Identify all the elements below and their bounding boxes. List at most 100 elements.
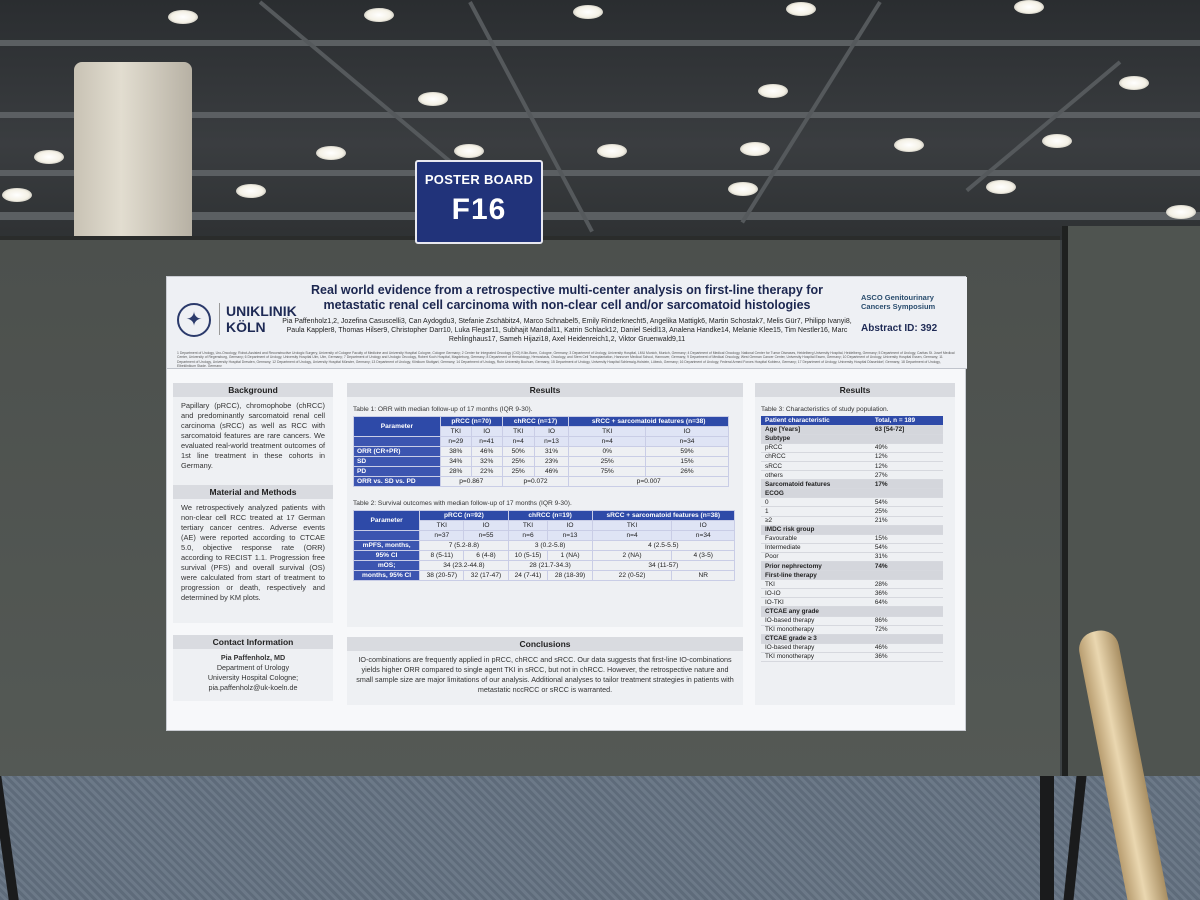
table2-cell: 4 (3-5) [671, 550, 735, 561]
table3-label: TKI monotherapy [761, 652, 871, 663]
logo-line1: UNIKLINIK [226, 303, 297, 319]
table1-cell: 38% [439, 446, 472, 457]
table3-value: 15% [870, 534, 943, 544]
table1-header: sRCC + sarcomatoid features (n=38) [568, 416, 729, 427]
table3-row: Favourable 15% [761, 534, 943, 544]
table3-label: ≥2 [761, 516, 871, 526]
conclusions-text: IO-combinations are frequently applied i… [356, 655, 734, 694]
table2-pfs-all: 3 (0.2-5.8) [507, 540, 593, 551]
table3-value: 28% [870, 579, 943, 590]
contact-name: Pia Paffenholz, MD [220, 653, 286, 662]
table2-os-all: 28 (21.7-34.3) [507, 560, 593, 571]
table1-sub: IO [645, 426, 729, 437]
affiliations: 1 Department of Urology, Uro-Oncology, R… [177, 351, 955, 367]
table1-cell: 15% [645, 456, 729, 467]
table1-header: pRCC (n=70) [439, 416, 503, 427]
table3-row: TKI monotherapy 72% [761, 625, 943, 635]
table3-row: IMDC risk group [761, 525, 943, 535]
table2-pfs-label: 95% CI [352, 550, 421, 561]
poster-board-sign: POSTER BOARD F16 [415, 160, 543, 244]
table3-value: 72% [870, 625, 943, 635]
asco-line1: ASCO Genitourinary [861, 293, 934, 302]
table1-cell: 28% [439, 466, 472, 477]
university-seal-icon: ✦ [177, 303, 211, 337]
table3-row: First-line therapy [761, 570, 943, 581]
ceiling-beam [0, 212, 1200, 220]
poster: ✦ UNIKLINIK KÖLN Real world evidence fro… [166, 276, 967, 731]
table2-pfs-all: 4 (2.5-5.5) [591, 540, 736, 551]
table3-label: Sarcomatoid features [761, 479, 871, 490]
table1-cell: 32% [470, 456, 503, 467]
table3-label: Age [Years] [761, 425, 871, 435]
carpet [0, 776, 1200, 900]
table3-row: Intermediate 54% [761, 543, 943, 553]
table2-cell: 1 (NA) [547, 550, 593, 561]
poster-title: Real world evidence from a retrospective… [311, 283, 823, 312]
table3-label: chRCC [761, 452, 871, 462]
table1-n: n=4 [568, 436, 647, 447]
table1-n: n=4 [501, 436, 535, 447]
table1-p-label: ORR vs. SD vs. PD [353, 476, 441, 487]
table3-row: others 27% [761, 470, 943, 481]
table3-value: 36% [870, 588, 943, 599]
table2-sub: IO [671, 520, 735, 531]
table1-cell: 59% [645, 446, 729, 457]
table2-pfs-all: 7 (5.2-8.8) [419, 540, 509, 551]
table3-value: 64% [870, 597, 943, 608]
conclusions-heading: Conclusions [347, 637, 743, 651]
poster-board-side [1062, 226, 1200, 786]
ceiling-lamp [168, 10, 198, 24]
table2-cell: 24 (7-41) [507, 570, 549, 581]
table2-os-label: months, 95% CI [352, 570, 421, 581]
table2-sub: IO [463, 520, 509, 531]
table3-value: 21% [870, 516, 943, 526]
table3-row: Sarcomatoid features 17% [761, 479, 943, 490]
table3-label: First-line therapy [761, 570, 871, 581]
board-leg [1040, 776, 1054, 900]
pillar [74, 62, 192, 237]
ceiling-lamp [740, 142, 770, 156]
table3-label: pRCC [761, 443, 871, 453]
table3-caption: Table 3: Characteristics of study popula… [761, 406, 889, 413]
ceiling-lamp [597, 144, 627, 158]
table1-cell: 26% [645, 466, 729, 477]
characteristics-column: Results Table 3: Characteristics of stud… [755, 383, 955, 705]
ceiling-lamp [894, 138, 924, 152]
table2-header: pRCC (n=92) [419, 510, 509, 521]
table3-header: Total, n = 189 [870, 416, 943, 426]
poster-header: ✦ UNIKLINIK KÖLN Real world evidence fro… [167, 277, 967, 369]
table3-label: CTCAE any grade [761, 606, 871, 617]
table2: Parameter pRCC (n=92) chRCC (n=19) sRCC … [352, 510, 736, 581]
table3-value: 54% [870, 497, 943, 508]
table3-label: 0 [761, 497, 871, 508]
ceiling-lamp [1166, 205, 1196, 219]
table3-value: 36% [870, 652, 943, 663]
sign-code: F16 [451, 193, 507, 226]
table3-row: Poor 31% [761, 552, 943, 563]
contact-dept: Department of Urology [216, 663, 290, 672]
table3-label: IMDC risk group [761, 525, 871, 535]
table3-row: 0 54% [761, 497, 943, 508]
table3-row: Prior nephrectomy 74% [761, 561, 943, 572]
table3-label: IO-IO [761, 588, 871, 599]
methods-heading: Material and Methods [173, 485, 333, 499]
table3-label: Intermediate [761, 543, 871, 553]
table1-sub: TKI [439, 426, 472, 437]
table1-n: n=34 [645, 436, 729, 447]
ceiling-beam [0, 170, 1200, 176]
table2-n: n=13 [547, 530, 593, 541]
ceiling-lamp [573, 5, 603, 19]
table1-cell: 34% [439, 456, 472, 467]
sign-label: POSTER BOARD [424, 172, 534, 187]
table2-n: n=4 [591, 530, 673, 541]
table3-body: Age [Years] 63 [54-72] Subtype pRCC 49% chRCC… [761, 425, 943, 663]
table3-value: 49% [870, 443, 943, 453]
table3-value: 74% [870, 561, 943, 572]
table3-label: ECOG [761, 488, 871, 499]
background-text: Papillary (pRCC), chromophobe (chRCC) an… [181, 401, 325, 470]
table1-header: Parameter [353, 416, 441, 437]
table3-value [870, 570, 943, 581]
ceiling-lamp [34, 150, 64, 164]
contact-email[interactable]: pia.paffenholz@uk-koeln.de [208, 683, 298, 692]
table3-row: sRCC 12% [761, 461, 943, 472]
